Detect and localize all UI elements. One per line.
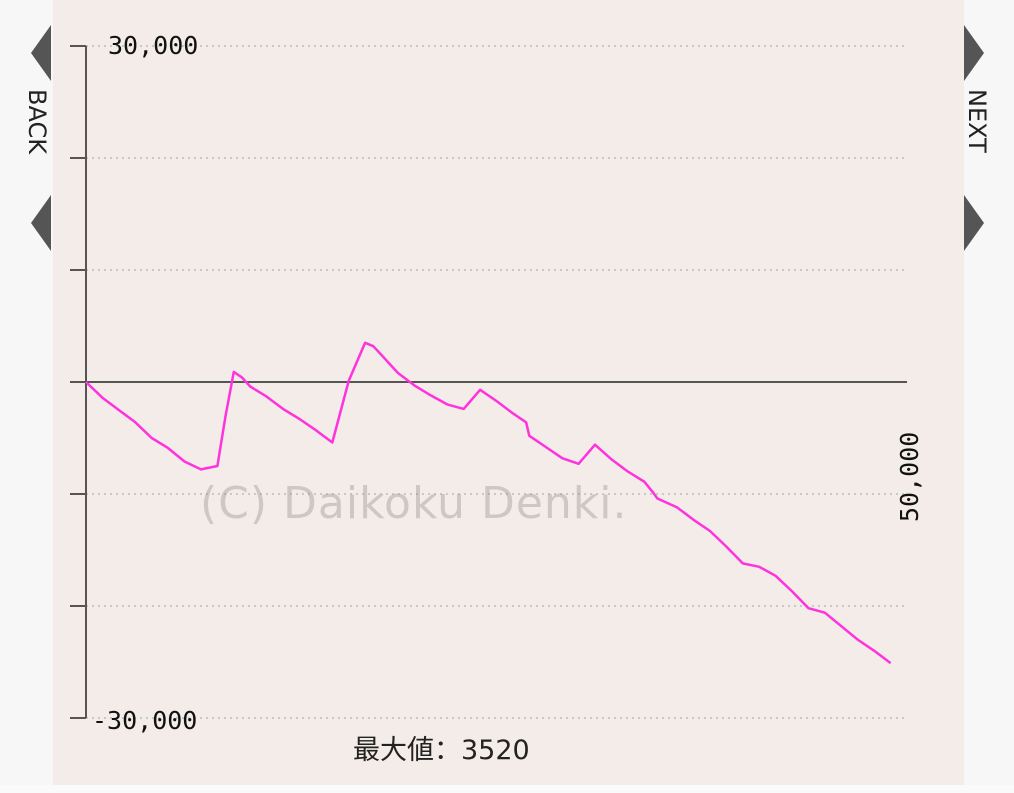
back-label: BACK	[23, 89, 51, 154]
next-arrow-icon	[964, 25, 984, 81]
line-layer	[85, 341, 892, 665]
back-arrow-icon	[31, 25, 51, 81]
max-value-label: 最大値：3520	[353, 735, 530, 766]
next-label: NEXT	[963, 89, 991, 153]
bottom-strip	[0, 785, 1014, 793]
ytick-label-bottom: -30,000	[92, 706, 197, 735]
series-line-0	[85, 341, 892, 665]
next-button[interactable]: NEXT	[962, 25, 992, 265]
watermark-text: (C) Daikoku Denki.	[200, 478, 628, 529]
chart-panel	[53, 0, 964, 785]
back-button[interactable]: BACK	[22, 25, 52, 265]
grid-layer	[70, 45, 907, 719]
back-arrow-icon	[31, 195, 51, 251]
ytick-label-top: 30,000	[108, 31, 198, 60]
next-arrow-icon	[964, 195, 984, 251]
axis-layer	[85, 46, 907, 718]
xtick-label-right: 50,000	[895, 432, 924, 522]
